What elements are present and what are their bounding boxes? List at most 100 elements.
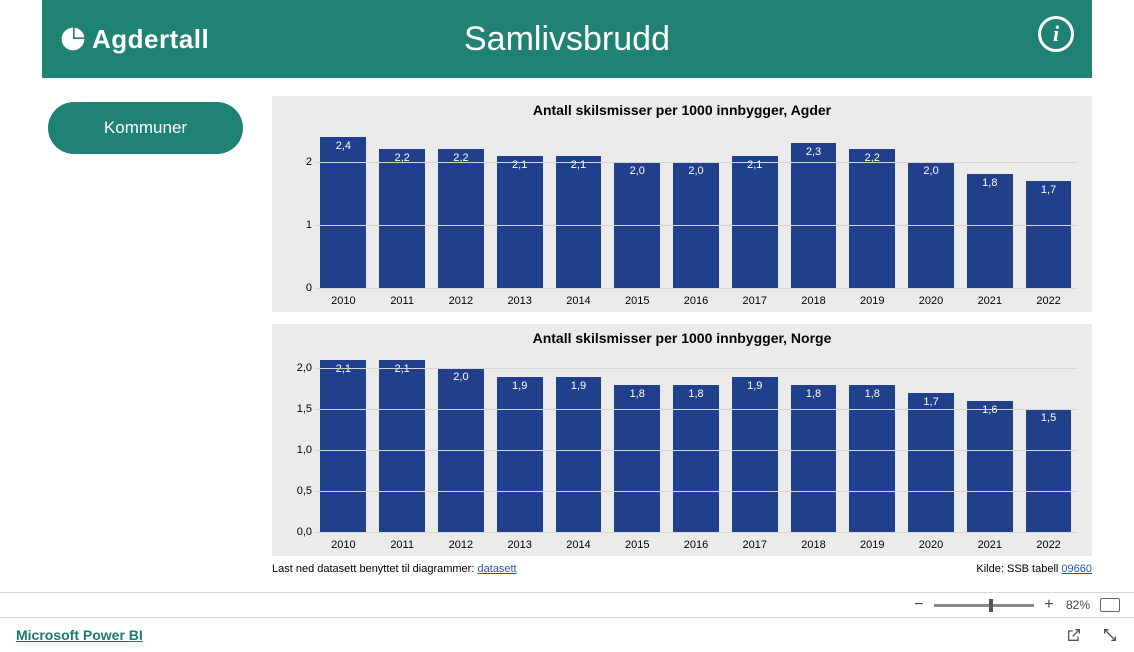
y-tick-label: 0 — [284, 282, 312, 294]
bar-value-label: 1,8 — [849, 388, 895, 400]
bar[interactable]: 1,9 — [497, 377, 543, 532]
bar[interactable]: 2,2 — [849, 149, 895, 288]
bar-value-label: 1,8 — [791, 388, 837, 400]
bar[interactable]: 2,3 — [791, 143, 837, 288]
bar-value-label: 1,9 — [556, 380, 602, 392]
share-icon[interactable] — [1066, 627, 1082, 643]
bar-value-label: 2,0 — [908, 165, 954, 177]
chart-norge-title: Antall skilsmisser per 1000 innbygger, N… — [272, 324, 1092, 346]
bar-slot: 1,9 — [549, 352, 608, 532]
kommuner-button[interactable]: Kommuner — [48, 102, 243, 154]
bar[interactable]: 1,6 — [967, 401, 1013, 532]
bar[interactable]: 1,9 — [732, 377, 778, 532]
bar[interactable]: 2,1 — [497, 156, 543, 288]
y-tick-label: 2 — [284, 156, 312, 168]
bar-value-label: 2,0 — [614, 165, 660, 177]
bar[interactable]: 2,2 — [379, 149, 425, 288]
bar-slot: 2,2 — [373, 124, 432, 288]
x-tick-label: 2017 — [725, 290, 784, 312]
download-link[interactable]: datasett — [477, 563, 516, 575]
bar-slot: 1,8 — [667, 352, 726, 532]
bar-slot: 2,1 — [490, 124, 549, 288]
fit-to-page-icon[interactable] — [1100, 598, 1120, 612]
zoom-thumb[interactable] — [989, 599, 993, 612]
bar-slot: 2,1 — [549, 124, 608, 288]
x-tick-label: 2015 — [608, 534, 667, 556]
bar[interactable]: 2,1 — [320, 360, 366, 532]
bar-slot: 1,8 — [960, 124, 1019, 288]
bar-value-label: 1,8 — [967, 177, 1013, 189]
bar-value-label: 1,7 — [1026, 184, 1072, 196]
bar[interactable]: 1,8 — [849, 385, 895, 532]
bar-slot: 2,3 — [784, 124, 843, 288]
source-prefix: Kilde: SSB tabell — [976, 563, 1061, 575]
zoom-bar: − + 82% — [0, 592, 1134, 618]
x-tick-label: 2022 — [1019, 290, 1078, 312]
bar[interactable]: 2,1 — [732, 156, 778, 288]
grid-line — [314, 368, 1078, 369]
x-tick-label: 2014 — [549, 534, 608, 556]
zoom-percent: 82% — [1066, 598, 1090, 612]
zoom-in-button[interactable]: + — [1042, 598, 1056, 612]
bar-slot: 2,2 — [432, 124, 491, 288]
source-link[interactable]: 09660 — [1061, 563, 1092, 575]
bar-slot: 2,0 — [432, 352, 491, 532]
x-tick-label: 2012 — [432, 290, 491, 312]
y-tick-label: 0,5 — [284, 485, 312, 497]
bar-value-label: 2,1 — [556, 159, 602, 171]
bar-slot: 2,1 — [725, 124, 784, 288]
bar[interactable]: 2,2 — [438, 149, 484, 288]
bar-slot: 2,4 — [314, 124, 373, 288]
bar[interactable]: 2,1 — [556, 156, 602, 288]
grid-line — [314, 409, 1078, 410]
bar[interactable]: 1,5 — [1026, 409, 1072, 532]
bar[interactable]: 1,9 — [556, 377, 602, 532]
x-tick-label: 2011 — [373, 290, 432, 312]
bar[interactable]: 2,4 — [320, 137, 366, 288]
bar-value-label: 2,0 — [438, 371, 484, 383]
chart-agder-title: Antall skilsmisser per 1000 innbygger, A… — [272, 96, 1092, 118]
grid-line — [314, 532, 1078, 533]
bar-slot: 1,9 — [490, 352, 549, 532]
info-icon[interactable]: i — [1038, 16, 1074, 52]
x-tick-label: 2021 — [960, 290, 1019, 312]
x-tick-label: 2012 — [432, 534, 491, 556]
bar-value-label: 2,4 — [320, 140, 366, 152]
x-tick-label: 2019 — [843, 290, 902, 312]
bar-slot: 1,7 — [1019, 124, 1078, 288]
fullscreen-icon[interactable] — [1102, 627, 1118, 643]
x-tick-label: 2019 — [843, 534, 902, 556]
bar[interactable]: 2,1 — [379, 360, 425, 532]
y-tick-label: 1,5 — [284, 403, 312, 415]
bar-value-label: 2,3 — [791, 146, 837, 158]
bar-slot: 2,1 — [314, 352, 373, 532]
x-tick-label: 2015 — [608, 290, 667, 312]
bar[interactable]: 1,8 — [967, 174, 1013, 288]
x-tick-label: 2018 — [784, 534, 843, 556]
zoom-out-button[interactable]: − — [912, 598, 926, 612]
bar-slot: 1,8 — [784, 352, 843, 532]
bar[interactable]: 1,8 — [673, 385, 719, 532]
footer-row: Last ned datasett benyttet til diagramme… — [272, 563, 1092, 575]
bar[interactable]: 1,8 — [614, 385, 660, 532]
zoom-slider[interactable] — [934, 604, 1034, 607]
header: Agdertall Samlivsbrudd i — [42, 0, 1092, 78]
bar-value-label: 1,8 — [614, 388, 660, 400]
source-text: Kilde: SSB tabell 09660 — [976, 563, 1092, 575]
y-tick-label: 1,0 — [284, 444, 312, 456]
bar[interactable]: 1,7 — [908, 393, 954, 532]
page-title: Samlivsbrudd — [42, 20, 1092, 59]
powerbi-link[interactable]: Microsoft Power BI — [16, 627, 143, 643]
bar-slot: 1,5 — [1019, 352, 1078, 532]
bar-slot: 2,0 — [902, 124, 961, 288]
bar-slot: 2,0 — [608, 124, 667, 288]
x-tick-label: 2020 — [902, 290, 961, 312]
bar[interactable]: 1,7 — [1026, 181, 1072, 288]
x-tick-label: 2011 — [373, 534, 432, 556]
x-tick-label: 2010 — [314, 290, 373, 312]
bar[interactable]: 1,8 — [791, 385, 837, 532]
x-tick-label: 2016 — [667, 534, 726, 556]
bar-value-label: 1,5 — [1026, 412, 1072, 424]
bar-slot: 1,8 — [843, 352, 902, 532]
x-tick-label: 2018 — [784, 290, 843, 312]
